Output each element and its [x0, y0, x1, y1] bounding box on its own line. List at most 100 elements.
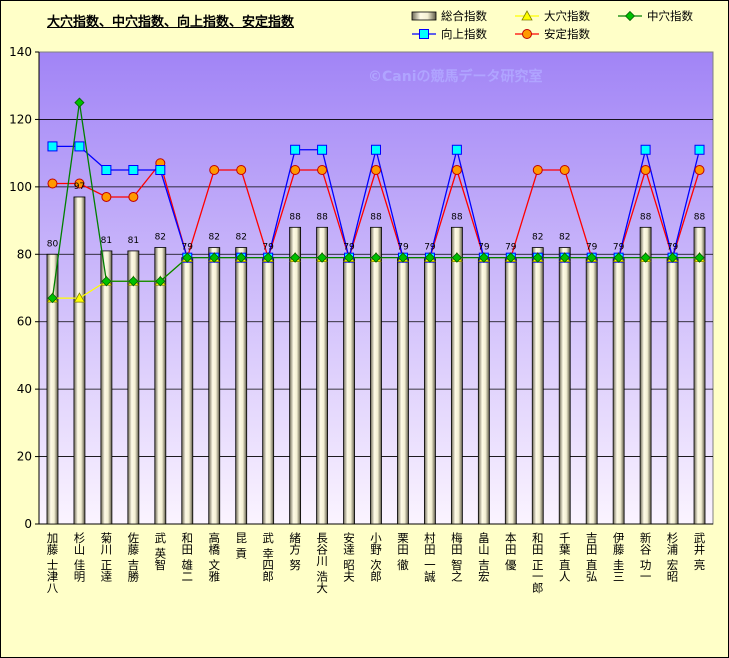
bar-mark: [154, 247, 167, 525]
point-mark: [101, 165, 112, 175]
point-mark: [624, 10, 636, 22]
point-mark: [47, 293, 58, 304]
x-tick-label: 緒方 努: [288, 531, 302, 571]
bar-mark: [46, 253, 59, 525]
point-mark: [451, 252, 462, 263]
x-tick-label: 武 英智: [153, 532, 167, 571]
point-mark: [236, 252, 247, 263]
legend-label: 大穴指数: [544, 9, 590, 23]
point-mark: [371, 165, 381, 175]
legend-label: 総合指数: [441, 9, 487, 23]
y-tick-label: 80: [17, 247, 32, 261]
legend-swatch: [411, 11, 437, 21]
point-mark: [263, 252, 274, 263]
legend-item: 向上指数: [412, 27, 487, 41]
point-mark: [667, 252, 678, 263]
legend-item: 安定指数: [515, 27, 590, 41]
data-label: 82: [209, 233, 220, 243]
bar-mark: [666, 257, 679, 525]
y-tick-label: 60: [17, 315, 32, 329]
x-tick-label: 梅田 智之: [450, 531, 464, 582]
bar-mark: [693, 226, 706, 525]
y-tick-label: 40: [17, 382, 32, 396]
point-mark: [370, 252, 382, 263]
point-mark: [505, 252, 516, 263]
point-mark: [74, 141, 85, 152]
point-mark: [640, 165, 651, 175]
point-mark: [101, 276, 112, 287]
point-mark: [155, 276, 166, 287]
x-tick-label: 千葉 直人: [558, 532, 572, 582]
chart-title: 大穴指数、中穴指数、向上指数、安定指数: [47, 15, 295, 30]
point-mark: [209, 252, 220, 263]
point-mark: [47, 141, 58, 152]
x-tick-label: 伊藤 圭三: [612, 532, 626, 582]
bar-mark: [127, 250, 140, 525]
bar-mark: [531, 247, 544, 525]
bar-mark: [343, 257, 355, 525]
point-mark: [128, 165, 139, 175]
bar-mark: [612, 257, 625, 525]
x-tick-label: 吉田 直弘: [585, 532, 599, 582]
bar-mark: [450, 226, 463, 525]
x-tick-label: 佐藤 吉勝: [126, 531, 140, 582]
data-label: 79: [667, 243, 679, 253]
point-mark: [47, 178, 58, 189]
bar-mark: [424, 257, 436, 525]
point-mark: [478, 252, 489, 263]
x-tick-label: 安達 昭夫: [342, 531, 356, 582]
point-mark: [209, 165, 220, 175]
data-label: 79: [397, 243, 409, 253]
point-mark: [521, 10, 533, 21]
point-mark: [694, 144, 705, 155]
bar-mark: [370, 226, 382, 525]
point-mark: [613, 252, 624, 263]
bar-mark: [262, 257, 275, 525]
point-mark: [419, 29, 429, 39]
x-tick-label: 杉浦 宏昭: [666, 531, 680, 582]
data-label: 82: [235, 233, 246, 243]
bar-mark: [316, 226, 328, 525]
x-tick-label: 本田 優: [504, 531, 518, 571]
data-label: 88: [316, 212, 328, 222]
data-label: 88: [289, 212, 301, 222]
data-label: 88: [640, 212, 652, 222]
data-label: 82: [559, 233, 570, 243]
bar-mark: [73, 196, 86, 525]
point-mark: [236, 165, 247, 175]
x-tick-label: 和田 正一郎: [531, 532, 545, 593]
x-tick-label: 杉山 佳明: [72, 531, 86, 582]
data-label: 81: [101, 236, 112, 246]
x-tick-label: 昆 貢: [234, 532, 248, 559]
point-mark: [559, 252, 570, 263]
x-tick-label: 武 幸四郎: [261, 532, 275, 582]
y-tick-label: 140: [9, 45, 32, 59]
data-label: 88: [694, 212, 706, 222]
data-label: 88: [451, 212, 463, 222]
point-mark: [532, 165, 543, 175]
bar-mark: [289, 226, 302, 525]
point-mark: [128, 191, 139, 202]
point-mark: [586, 252, 597, 263]
y-tick-label: 0: [24, 517, 32, 531]
data-label: 79: [424, 243, 436, 253]
data-label: 79: [478, 243, 490, 253]
data-label: 79: [182, 243, 194, 253]
data-label: 79: [613, 243, 625, 253]
point-mark: [73, 292, 86, 303]
point-mark: [290, 165, 301, 175]
legend-label: 安定指数: [544, 27, 590, 41]
x-tick-label: 小野 次郎: [369, 532, 383, 582]
point-mark: [694, 252, 705, 263]
data-label: 80: [47, 239, 59, 249]
point-mark: [371, 144, 381, 155]
point-mark: [101, 191, 112, 202]
data-label: 82: [155, 233, 166, 243]
x-tick-label: 菊川 正達: [99, 532, 113, 582]
point-mark: [128, 276, 139, 287]
point-mark: [694, 165, 705, 175]
watermark-text: ©Caniの競馬データ研究室: [368, 69, 543, 85]
y-tick-label: 20: [17, 450, 32, 464]
point-mark: [74, 97, 85, 108]
